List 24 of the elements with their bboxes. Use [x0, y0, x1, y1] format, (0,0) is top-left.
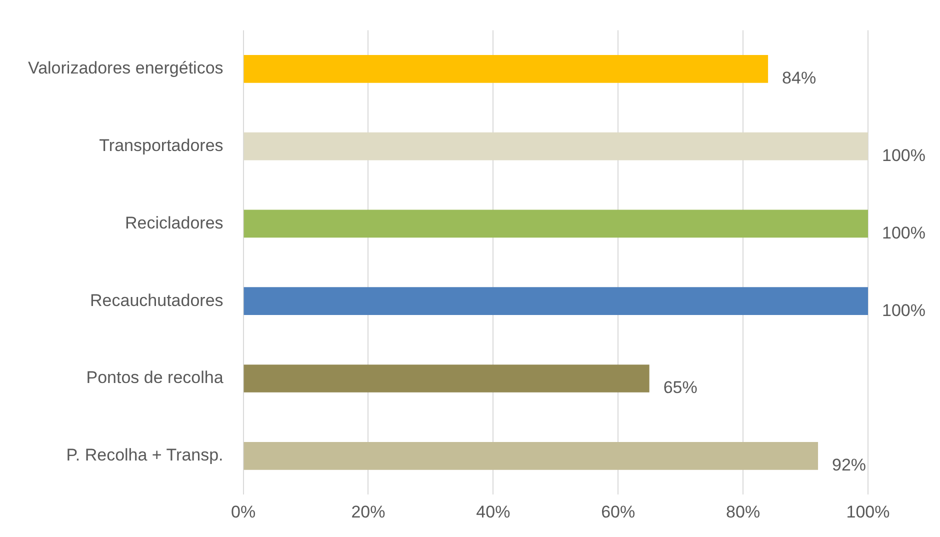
x-tick-label: 60%: [601, 502, 636, 522]
bar: [244, 210, 868, 238]
x-tick-label: 100%: [846, 502, 890, 522]
data-label: 100%: [882, 300, 926, 320]
y-tick-label: Recicladores: [125, 213, 224, 232]
bar: [244, 132, 868, 160]
data-label: 65%: [663, 378, 698, 398]
data-label: 100%: [882, 223, 926, 242]
bar: [244, 54, 768, 83]
bar: [244, 442, 818, 470]
y-tick-label: Pontos de recolha: [86, 368, 224, 388]
data-label: 84%: [782, 68, 816, 88]
y-tick-label: Valorizadores energéticos: [28, 58, 224, 78]
y-tick-label: Transportadores: [99, 136, 224, 155]
y-tick-label: Recauchutadores: [90, 290, 224, 310]
x-tick-label: 80%: [726, 502, 760, 522]
data-label: 100%: [882, 146, 926, 165]
bar: [244, 287, 868, 316]
y-tick-label: P. Recolha + Transp.: [66, 446, 224, 465]
x-tick-label: 0%: [231, 502, 256, 522]
x-tick-label: 20%: [351, 502, 386, 522]
x-tick-label: 40%: [476, 502, 510, 522]
data-label: 92%: [832, 456, 866, 475]
bar: [244, 364, 650, 392]
